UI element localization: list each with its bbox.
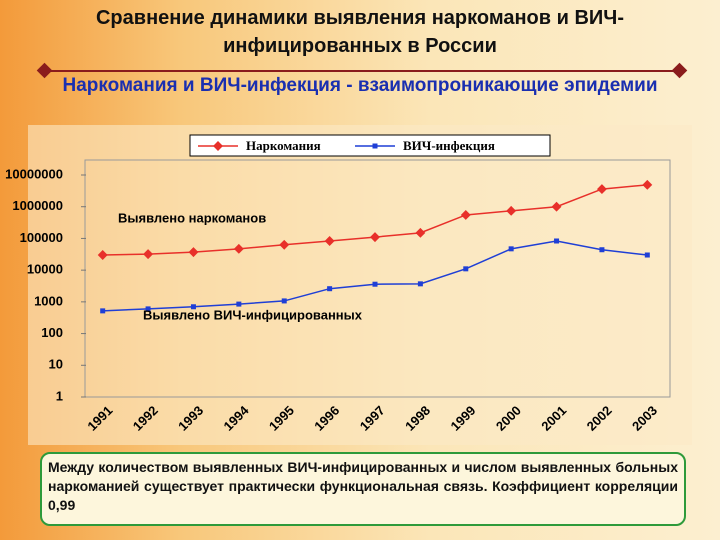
- slide-title: Сравнение динамики выявления наркоманов …: [95, 7, 625, 57]
- marker: [417, 281, 423, 287]
- marker: [188, 247, 199, 258]
- plot-area: [84, 159, 671, 398]
- marker: [100, 308, 106, 314]
- marker: [372, 143, 378, 149]
- marker: [236, 301, 242, 307]
- marker: [596, 184, 607, 195]
- marker: [233, 243, 244, 254]
- annotation: Выявлено наркоманов: [118, 210, 266, 225]
- note-box: Между количеством выявленных ВИЧ-инфицир…: [40, 452, 686, 526]
- marker: [642, 179, 653, 190]
- marker: [551, 201, 562, 212]
- marker: [644, 252, 650, 258]
- y-tick-label: 10: [49, 357, 63, 372]
- divider-diamond: [36, 62, 53, 79]
- legend-label: Наркомания: [246, 138, 321, 153]
- marker: [281, 298, 287, 304]
- marker: [460, 209, 471, 220]
- y-tick-label: 100000: [20, 230, 63, 245]
- marker: [327, 286, 333, 292]
- marker: [599, 247, 605, 253]
- marker: [554, 238, 560, 244]
- y-tick-label: 10000: [27, 262, 63, 277]
- marker: [415, 227, 426, 238]
- marker: [145, 306, 151, 312]
- y-tick-label: 1000000: [12, 198, 63, 213]
- slide-subtitle: Наркомания и ВИЧ-инфекция - взаимопроник…: [62, 75, 658, 96]
- y-tick-label: 1000: [34, 293, 63, 308]
- marker: [372, 281, 378, 287]
- marker: [213, 141, 223, 151]
- marker: [190, 304, 196, 310]
- marker: [143, 249, 154, 260]
- marker: [370, 232, 380, 243]
- marker: [508, 246, 514, 252]
- legend-label: ВИЧ-инфекция: [403, 138, 495, 153]
- annotation: Выявлено ВИЧ-инфицированных: [143, 307, 363, 322]
- marker: [279, 239, 290, 250]
- marker: [463, 266, 469, 272]
- marker: [506, 205, 517, 216]
- y-tick-label: 10000000: [5, 166, 63, 181]
- y-tick-label: 1: [56, 388, 63, 403]
- marker: [324, 236, 335, 246]
- y-tick-label: 100: [41, 325, 63, 340]
